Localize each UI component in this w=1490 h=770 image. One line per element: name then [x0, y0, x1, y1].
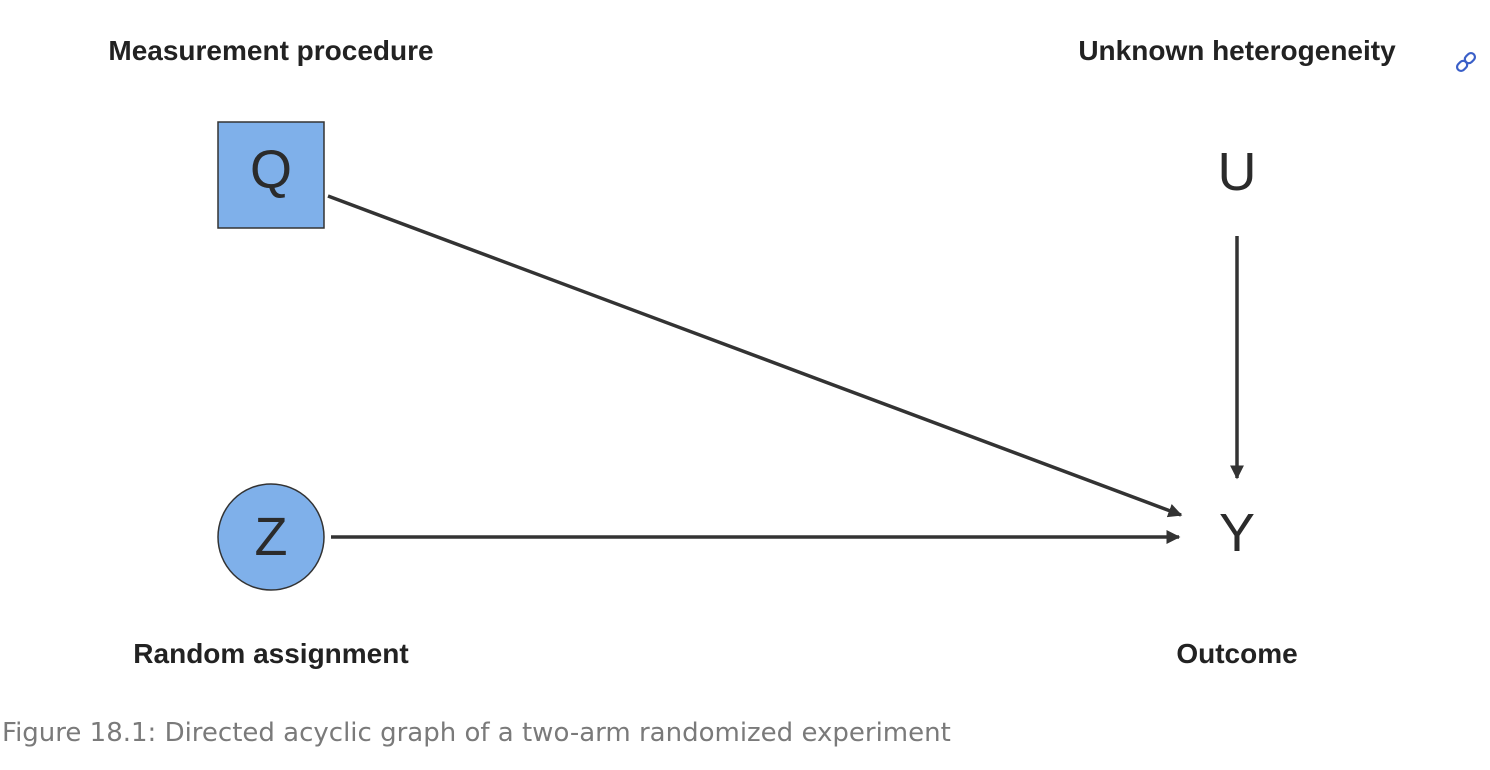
link-icon[interactable] [1452, 48, 1480, 76]
node-z-circle [217, 483, 325, 591]
node-q-box [217, 121, 325, 229]
label-unknown-heterogeneity: Unknown heterogeneity [1078, 35, 1396, 66]
label-measurement-procedure: Measurement procedure [108, 35, 434, 66]
dag-diagram: Q U Z Y [217, 121, 1257, 591]
node-y-letter: Y [1219, 503, 1255, 563]
label-outcome: Outcome [1176, 638, 1298, 669]
figure-caption: Figure 18.1: Directed acyclic graph of a… [2, 718, 951, 748]
node-u-letter: U [1218, 142, 1257, 202]
node-z-letter: Z [255, 507, 288, 567]
label-random-assignment: Random assignment [133, 638, 409, 669]
edge-q-to-y [327, 194, 1183, 518]
node-q-letter: Q [250, 140, 292, 200]
